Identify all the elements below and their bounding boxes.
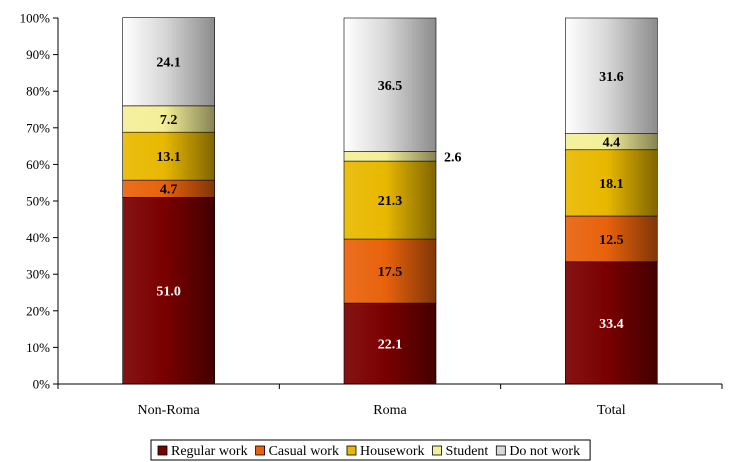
legend-swatch-casual-work [255, 445, 265, 456]
data-label-total-student: 4.4 [603, 136, 621, 151]
x-axis: Non-Roma Roma Total [57, 383, 723, 418]
data-label-roma-casual-work: 17.5 [378, 265, 403, 280]
y-tick-label: 50% [26, 194, 50, 209]
data-label-non-roma-regular-work: 51.0 [156, 285, 181, 300]
bar-segment-non-roma-regular-work [122, 197, 215, 385]
x-category-label-roma: Roma [373, 403, 407, 418]
bar-segment-roma-do-not-work [343, 17, 437, 152]
y-tick-label: 20% [26, 303, 50, 318]
y-tick-label: 70% [26, 120, 50, 135]
legend-label-housework: Housework [360, 444, 425, 459]
y-tick-label: 100% [20, 11, 51, 26]
data-label-roma-regular-work: 22.1 [378, 338, 403, 353]
bar-segment-non-roma-student [122, 105, 215, 133]
data-label-roma-student: 2.6 [444, 150, 462, 165]
data-label-roma-housework: 21.3 [378, 194, 403, 209]
data-label-non-roma-student: 7.2 [160, 113, 178, 128]
y-tick-label: 0% [33, 377, 51, 392]
y-tick-label: 80% [26, 84, 50, 99]
x-category-label-non-roma: Non-Roma [138, 403, 201, 418]
data-label-total-housework: 18.1 [599, 177, 624, 192]
y-tick-label: 60% [26, 157, 50, 172]
y-axis: 0% 10% 20% 30% 40% 50% 60% 70% 80% 90% 100% [20, 11, 59, 392]
data-label-roma-do-not-work: 36.5 [378, 79, 403, 94]
legend-label-do-not-work: Do not work [509, 444, 580, 459]
bar-segment-roma-regular-work [343, 302, 437, 385]
data-label-non-roma-do-not-work: 24.1 [156, 56, 181, 71]
data-labels: 51.0 4.7 13.1 7.2 24.1 22.1 17.5 21.3 2.6 36.5 33.… [156, 56, 623, 353]
legend-label-casual-work: Casual work [269, 444, 339, 459]
data-label-total-casual-work: 12.5 [599, 233, 624, 248]
y-tick-label: 30% [26, 267, 50, 282]
legend-swatch-do-not-work [495, 445, 506, 456]
bar-segment-roma-casual-work [343, 238, 437, 304]
data-label-total-regular-work: 33.4 [599, 317, 624, 332]
bar-segment-total-casual-work [565, 215, 658, 263]
legend-swatch-student [432, 445, 442, 456]
y-tick-label: 10% [26, 340, 50, 355]
legend-label-student: Student [446, 444, 489, 459]
bar-segment-roma-student [343, 151, 437, 162]
y-tick-label: 90% [26, 47, 50, 62]
bar-segment-total-regular-work [565, 261, 658, 385]
y-tick-label: 40% [26, 230, 50, 245]
bar-segment-non-roma-housework [122, 131, 215, 181]
bar-segment-total-do-not-work [565, 17, 658, 134]
bar-segment-total-housework [565, 149, 658, 217]
bars [122, 17, 658, 385]
legend-swatch-housework [346, 445, 357, 456]
legend-label-regular-work: Regular work [171, 444, 248, 459]
x-category-label-total: Total [597, 403, 626, 418]
legend: Regular work Casual work Housework Student D… [150, 439, 591, 461]
bar-segment-non-roma-do-not-work [122, 17, 215, 107]
data-label-non-roma-housework: 13.1 [156, 150, 181, 165]
data-label-non-roma-casual-work: 4.7 [160, 183, 178, 198]
data-label-total-do-not-work: 31.6 [599, 70, 624, 85]
legend-swatch-regular-work [157, 445, 168, 456]
